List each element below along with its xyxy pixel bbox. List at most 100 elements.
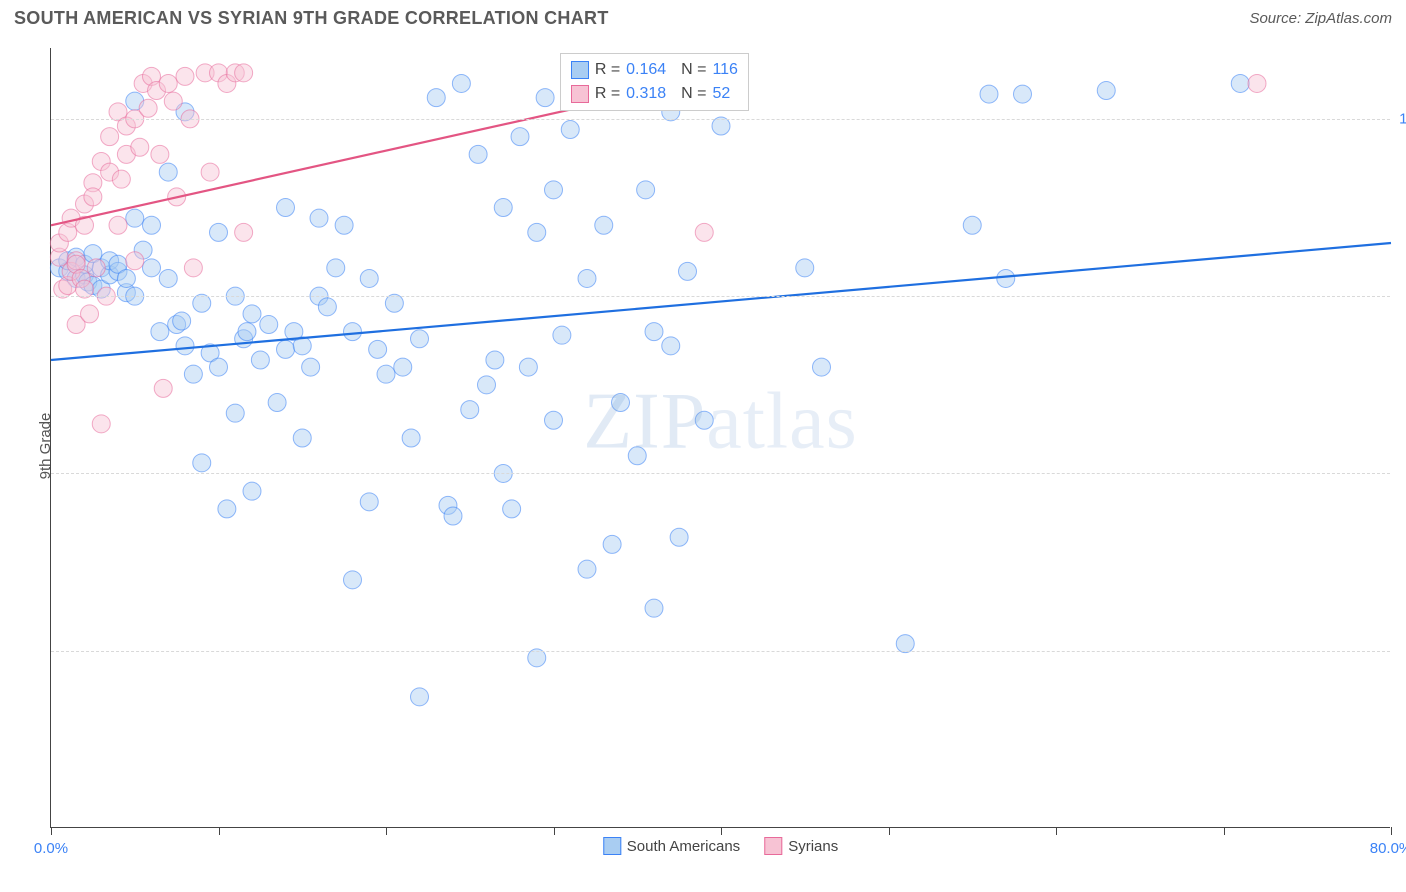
legend-n-value: 116 bbox=[712, 58, 738, 82]
data-point bbox=[645, 323, 663, 341]
legend-swatch bbox=[571, 85, 589, 103]
data-point bbox=[411, 330, 429, 348]
data-point bbox=[101, 128, 119, 146]
data-point bbox=[277, 199, 295, 217]
data-point bbox=[595, 216, 613, 234]
gridline bbox=[51, 473, 1390, 474]
data-point bbox=[695, 411, 713, 429]
data-point bbox=[302, 358, 320, 376]
series-legend-label: Syrians bbox=[788, 838, 838, 855]
data-point bbox=[251, 351, 269, 369]
data-point bbox=[92, 415, 110, 433]
data-point bbox=[131, 138, 149, 156]
y-tick-label: 95.0% bbox=[1395, 288, 1406, 305]
legend-r-value: 0.164 bbox=[626, 58, 666, 82]
data-point bbox=[87, 259, 105, 277]
data-point bbox=[1231, 74, 1249, 92]
data-point bbox=[184, 365, 202, 383]
data-point bbox=[344, 323, 362, 341]
data-point bbox=[603, 535, 621, 553]
data-point bbox=[1097, 82, 1115, 100]
data-point bbox=[235, 223, 253, 241]
series-legend: South Americans Syrians bbox=[603, 837, 838, 855]
data-point bbox=[561, 121, 579, 139]
data-point bbox=[553, 326, 571, 344]
data-point bbox=[402, 429, 420, 447]
data-point bbox=[545, 181, 563, 199]
data-point bbox=[695, 223, 713, 241]
trend-line bbox=[51, 243, 1391, 360]
data-point bbox=[151, 323, 169, 341]
legend-r-label: R = bbox=[595, 58, 620, 82]
data-point bbox=[84, 188, 102, 206]
legend-n-label: N = bbox=[672, 58, 706, 82]
data-point bbox=[159, 163, 177, 181]
data-point bbox=[503, 500, 521, 518]
data-point bbox=[327, 259, 345, 277]
data-point bbox=[184, 259, 202, 277]
data-point bbox=[154, 379, 172, 397]
data-point bbox=[536, 89, 554, 107]
x-tick bbox=[1224, 827, 1225, 835]
data-point bbox=[545, 411, 563, 429]
data-point bbox=[126, 209, 144, 227]
data-point bbox=[143, 259, 161, 277]
data-point bbox=[637, 181, 655, 199]
data-point bbox=[662, 337, 680, 355]
data-point bbox=[260, 316, 278, 334]
legend-r-value: 0.318 bbox=[626, 82, 666, 106]
gridline bbox=[51, 119, 1390, 120]
data-point bbox=[578, 269, 596, 287]
series-legend-item: Syrians bbox=[764, 837, 838, 855]
data-point bbox=[293, 429, 311, 447]
plot-area: ZIPatlas R = 0.164 N = 116R = 0.318 N = … bbox=[50, 48, 1390, 828]
data-point bbox=[243, 305, 261, 323]
y-tick-label: 90.0% bbox=[1395, 465, 1406, 482]
data-point bbox=[528, 223, 546, 241]
data-point bbox=[411, 688, 429, 706]
y-tick-label: 100.0% bbox=[1395, 110, 1406, 127]
data-point bbox=[159, 269, 177, 287]
data-point bbox=[377, 365, 395, 383]
data-point bbox=[427, 89, 445, 107]
data-point bbox=[143, 216, 161, 234]
data-point bbox=[360, 493, 378, 511]
legend-n-label: N = bbox=[672, 82, 706, 106]
data-point bbox=[394, 358, 412, 376]
data-point bbox=[117, 269, 135, 287]
data-point bbox=[151, 145, 169, 163]
data-point bbox=[997, 269, 1015, 287]
data-point bbox=[478, 376, 496, 394]
chart-header: SOUTH AMERICAN VS SYRIAN 9TH GRADE CORRE… bbox=[0, 0, 1406, 35]
data-point bbox=[486, 351, 504, 369]
data-point bbox=[344, 571, 362, 589]
data-point bbox=[645, 599, 663, 617]
x-tick bbox=[51, 827, 52, 835]
data-point bbox=[461, 401, 479, 419]
data-point bbox=[268, 394, 286, 412]
data-point bbox=[112, 170, 130, 188]
data-point bbox=[310, 209, 328, 227]
data-point bbox=[494, 199, 512, 217]
legend-swatch bbox=[603, 837, 621, 855]
x-tick bbox=[721, 827, 722, 835]
gridline bbox=[51, 296, 1390, 297]
series-legend-label: South Americans bbox=[627, 838, 740, 855]
x-tick bbox=[386, 827, 387, 835]
data-point bbox=[277, 340, 295, 358]
x-tick-label: 0.0% bbox=[34, 840, 68, 857]
data-point bbox=[578, 560, 596, 578]
data-point bbox=[628, 447, 646, 465]
data-point bbox=[210, 358, 228, 376]
data-point bbox=[193, 454, 211, 472]
data-point bbox=[519, 358, 537, 376]
data-point bbox=[238, 323, 256, 341]
x-tick-label: 80.0% bbox=[1370, 840, 1406, 857]
data-point bbox=[159, 74, 177, 92]
data-point bbox=[335, 216, 353, 234]
data-point bbox=[670, 528, 688, 546]
x-tick bbox=[1391, 827, 1392, 835]
data-point bbox=[1014, 85, 1032, 103]
legend-swatch bbox=[571, 61, 589, 79]
data-point bbox=[226, 404, 244, 422]
